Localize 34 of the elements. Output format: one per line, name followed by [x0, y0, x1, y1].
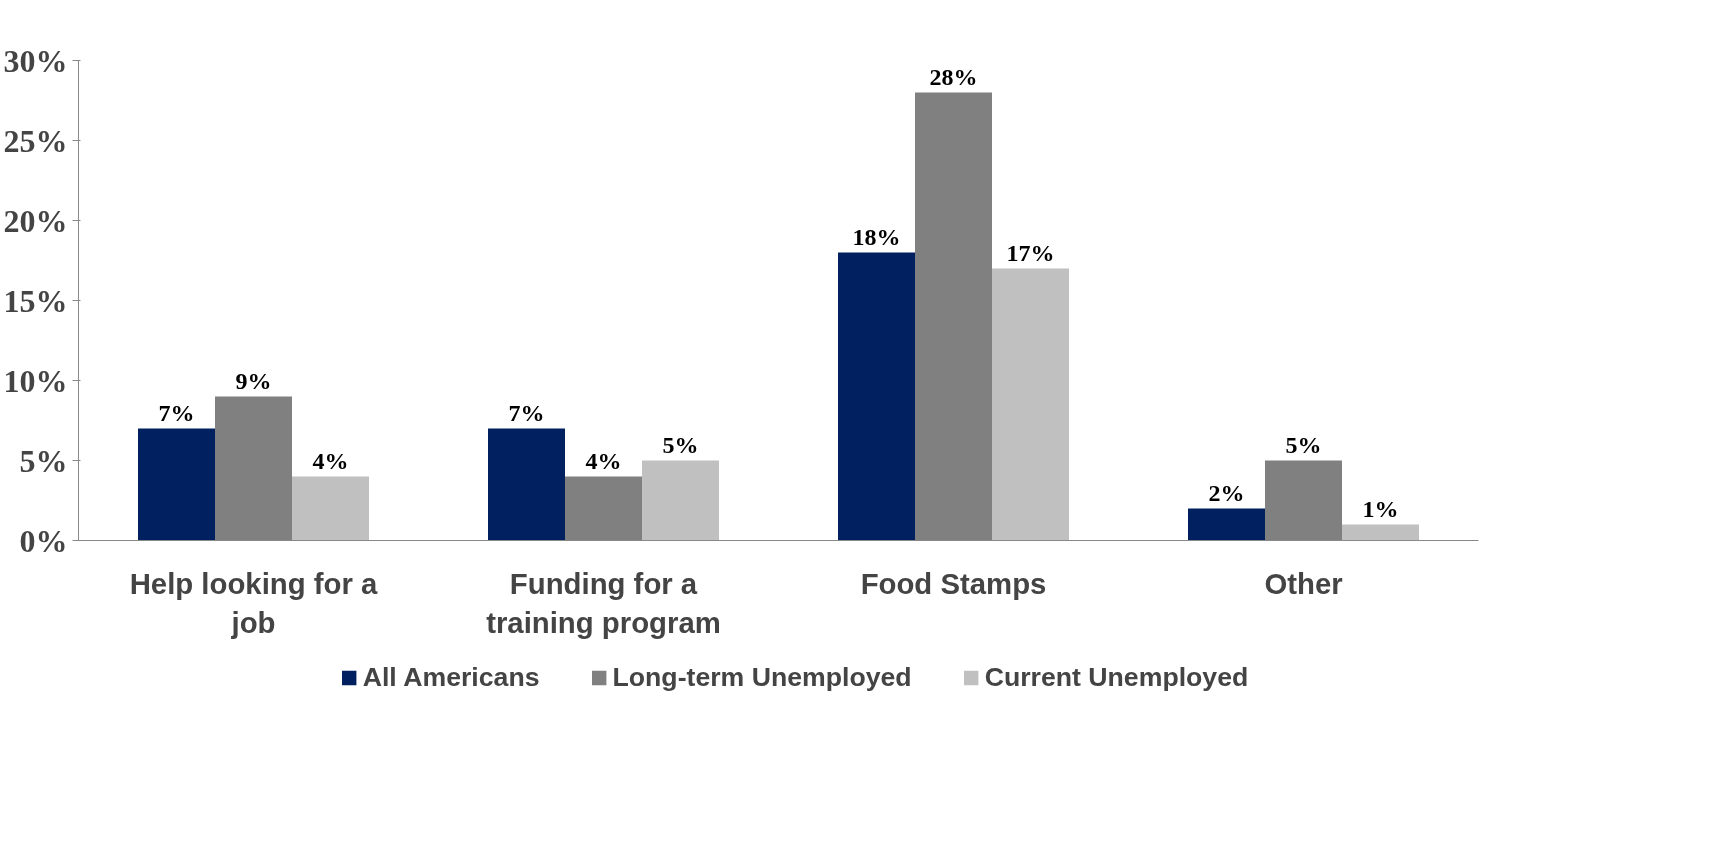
- bar: [642, 460, 719, 541]
- x-tick-label: Funding for a training program: [486, 566, 721, 640]
- data-label: 7%: [158, 399, 195, 426]
- data-label: 9%: [235, 367, 272, 394]
- bar: [1342, 524, 1419, 541]
- legend-label: Current Unemployed: [984, 661, 1249, 693]
- data-label: 2%: [1208, 479, 1245, 506]
- bar: [138, 428, 215, 541]
- data-label: 4%: [585, 447, 622, 474]
- y-tick-label: 20%: [3, 202, 68, 239]
- data-label: 18%: [852, 223, 901, 250]
- y-tick-label: 0%: [19, 522, 68, 559]
- data-label: 5%: [1285, 431, 1322, 458]
- data-label: 1%: [1362, 495, 1399, 522]
- x-tick-label: Food Stamps: [860, 566, 1047, 600]
- y-tick-label: 30%: [3, 42, 68, 79]
- y-tick-label: 25%: [3, 122, 68, 159]
- bar: [488, 428, 565, 541]
- legend-label: Long-term Unemployed: [612, 661, 912, 693]
- data-label: 5%: [662, 431, 699, 458]
- data-label: 4%: [312, 447, 349, 474]
- y-tick-label: 15%: [3, 282, 68, 319]
- data-label: 28%: [929, 63, 978, 90]
- x-tick-label: Help looking for a job: [129, 566, 379, 640]
- data-label: 17%: [1006, 239, 1055, 266]
- y-tick-label: 10%: [3, 362, 68, 399]
- bar: [838, 252, 915, 541]
- x-tick-label: Other: [1264, 566, 1343, 600]
- legend-label: All Americans: [362, 661, 540, 693]
- bar: [992, 268, 1069, 541]
- bar: [1188, 508, 1265, 541]
- y-tick-label: 5%: [19, 442, 68, 479]
- bar: [292, 476, 369, 541]
- data-label: 7%: [508, 399, 545, 426]
